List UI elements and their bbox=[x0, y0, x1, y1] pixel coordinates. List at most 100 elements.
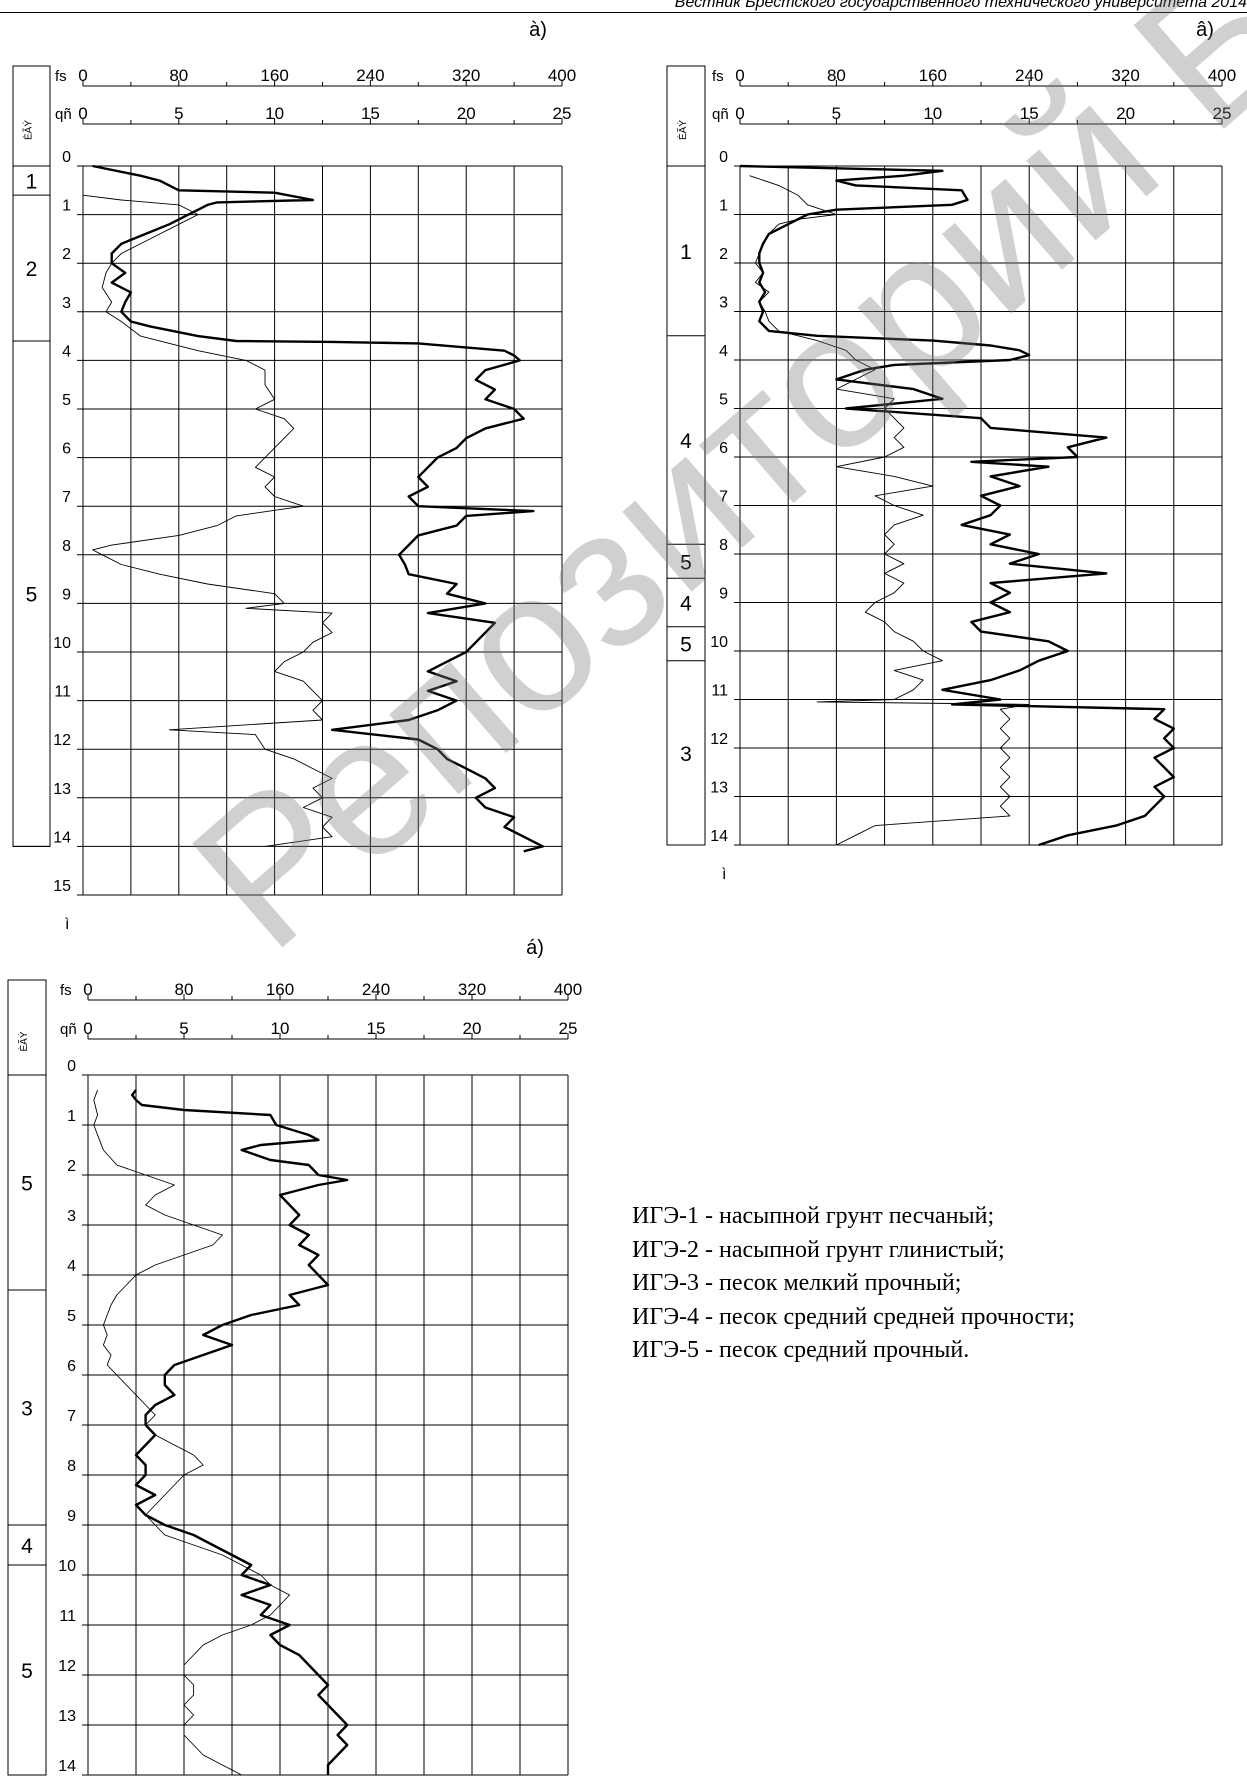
panel-title: â) bbox=[1196, 19, 1214, 41]
qc-tick-label: 0 bbox=[78, 104, 87, 123]
layer-column-frame bbox=[7, 979, 47, 1776]
fs-tick-label: 400 bbox=[554, 980, 582, 999]
qc-tick-label: 5 bbox=[179, 1019, 188, 1038]
fs-axis-label: fs bbox=[55, 68, 67, 85]
layer-label: 5 bbox=[680, 634, 692, 657]
journal-running-title: Вестник Брестского государственного техн… bbox=[674, 0, 1247, 11]
sleeve-friction-curve bbox=[82, 194, 333, 847]
depth-tick-label: 0 bbox=[67, 1058, 76, 1075]
depth-tick-label: 1 bbox=[62, 198, 71, 215]
depth-tick-label: 9 bbox=[719, 586, 728, 603]
depth-tick-label: 14 bbox=[53, 829, 71, 846]
fs-tick-label: 160 bbox=[260, 66, 288, 85]
page-header: Вестник Брестского государственного техн… bbox=[0, 0, 1247, 13]
depth-tick-label: 8 bbox=[719, 537, 728, 554]
depth-tick-label: 2 bbox=[719, 246, 728, 263]
qc-axis-label: qñ bbox=[55, 106, 72, 123]
panel-title: á) bbox=[526, 937, 544, 959]
depth-tick-label: 5 bbox=[62, 392, 71, 409]
qc-tick-label: 0 bbox=[735, 104, 744, 123]
fs-tick-label: 320 bbox=[1111, 66, 1139, 85]
fs-tick-label: 320 bbox=[458, 980, 486, 999]
depth-tick-label: 7 bbox=[62, 489, 71, 506]
qc-tick-label: 15 bbox=[361, 104, 380, 123]
depth-tick-label: 1 bbox=[67, 1108, 76, 1125]
qc-tick-label: 10 bbox=[265, 104, 284, 123]
layer-label: 2 bbox=[26, 258, 38, 281]
qc-tick-label: 15 bbox=[1020, 104, 1039, 123]
depth-tick-label: 6 bbox=[62, 441, 71, 458]
layer-label: 4 bbox=[680, 430, 692, 453]
layer-column-header: ÈÃÝ bbox=[17, 1031, 30, 1051]
qc-tick-label: 5 bbox=[832, 104, 841, 123]
depth-tick-label: 9 bbox=[67, 1508, 76, 1525]
fs-tick-label: 0 bbox=[78, 66, 87, 85]
qc-axis-label: qñ bbox=[60, 1021, 77, 1038]
depth-tick-label: 13 bbox=[53, 781, 71, 798]
depth-tick-label: 11 bbox=[54, 684, 71, 701]
layer-column-header: ÈÃÝ bbox=[22, 120, 35, 140]
qc-tick-label: 10 bbox=[271, 1019, 290, 1038]
depth-tick-label: 8 bbox=[62, 538, 71, 555]
fs-tick-label: 400 bbox=[1208, 66, 1236, 85]
depth-tick-label: 4 bbox=[67, 1258, 76, 1275]
soil-legend: ИГЭ-1 - насыпной грунт песчаный; ИГЭ-2 -… bbox=[632, 1200, 1247, 1368]
qc-tick-label: 5 bbox=[174, 104, 183, 123]
depth-tick-label: 3 bbox=[67, 1208, 76, 1225]
layer-label: 4 bbox=[21, 1535, 33, 1558]
layer-label: 5 bbox=[21, 1173, 33, 1196]
panel-title: à) bbox=[529, 19, 547, 41]
sleeve-friction-curve bbox=[749, 175, 1030, 846]
layer-label: 5 bbox=[680, 551, 692, 574]
depth-tick-label: 0 bbox=[719, 149, 728, 166]
fs-tick-label: 80 bbox=[169, 66, 188, 85]
legend-item-ige-1: ИГЭ-1 - насыпной грунт песчаный; bbox=[632, 1203, 995, 1229]
cone-resistance-curve bbox=[130, 1089, 349, 1775]
fs-tick-label: 240 bbox=[1015, 66, 1043, 85]
legend-item-ige-2: ИГЭ-2 - насыпной грунт глинистый; bbox=[632, 1236, 1005, 1263]
depth-tick-label: 13 bbox=[58, 1708, 76, 1725]
depth-tick-label: 14 bbox=[710, 828, 728, 845]
depth-tick-label: 10 bbox=[53, 635, 71, 652]
depth-tick-label: 4 bbox=[62, 343, 71, 360]
axis-scales: 0 80 160 240 320 400 0 5 10 15 20 25 fs qñ bbox=[712, 66, 1236, 125]
depth-tick-label: 0 bbox=[62, 149, 71, 166]
qc-tick-label: 10 bbox=[923, 104, 942, 123]
qc-tick-label: 25 bbox=[559, 1019, 578, 1038]
depth-tick-label: 7 bbox=[67, 1408, 76, 1425]
depth-tick-label: 6 bbox=[67, 1358, 76, 1375]
qc-tick-label: 0 bbox=[83, 1019, 92, 1038]
depth-tick-label: 7 bbox=[719, 489, 728, 506]
qc-tick-label: 20 bbox=[1116, 104, 1135, 123]
fs-tick-label: 320 bbox=[452, 66, 480, 85]
depth-tick-label: 9 bbox=[62, 586, 71, 603]
layer-label: 1 bbox=[680, 241, 692, 264]
depth-tick-label: 14 bbox=[58, 1758, 76, 1775]
fs-axis-label: fs bbox=[60, 982, 72, 999]
layer-label: 1 bbox=[26, 171, 38, 194]
depth-tick-label: 5 bbox=[719, 392, 728, 409]
depth-tick-label: 4 bbox=[719, 343, 728, 360]
fs-tick-label: 80 bbox=[175, 980, 194, 999]
layer-column-frame bbox=[666, 65, 706, 846]
qc-axis-label: qñ bbox=[712, 106, 729, 123]
legend-item-ige-4: ИГЭ-4 - песок средний средней прочности; bbox=[632, 1303, 1076, 1330]
cone-resistance-curve bbox=[92, 164, 544, 853]
depth-tick-label: 5 bbox=[67, 1308, 76, 1325]
cone-resistance-curve bbox=[739, 164, 1176, 847]
depth-tick-label: 11 bbox=[59, 1608, 76, 1625]
axis-scales: 0 80 160 240 320 400 0 5 10 15 20 25 fs qñ bbox=[60, 980, 582, 1040]
layer-label: 4 bbox=[680, 593, 692, 616]
fs-tick-label: 400 bbox=[548, 66, 576, 85]
fs-tick-label: 240 bbox=[362, 980, 390, 999]
depth-tick-label: 12 bbox=[710, 731, 728, 748]
fs-tick-label: 240 bbox=[356, 66, 384, 85]
fs-tick-label: 0 bbox=[735, 66, 744, 85]
soil-layer-column: ÈÃÝ 1 4 5 4 5 3 bbox=[666, 65, 706, 846]
